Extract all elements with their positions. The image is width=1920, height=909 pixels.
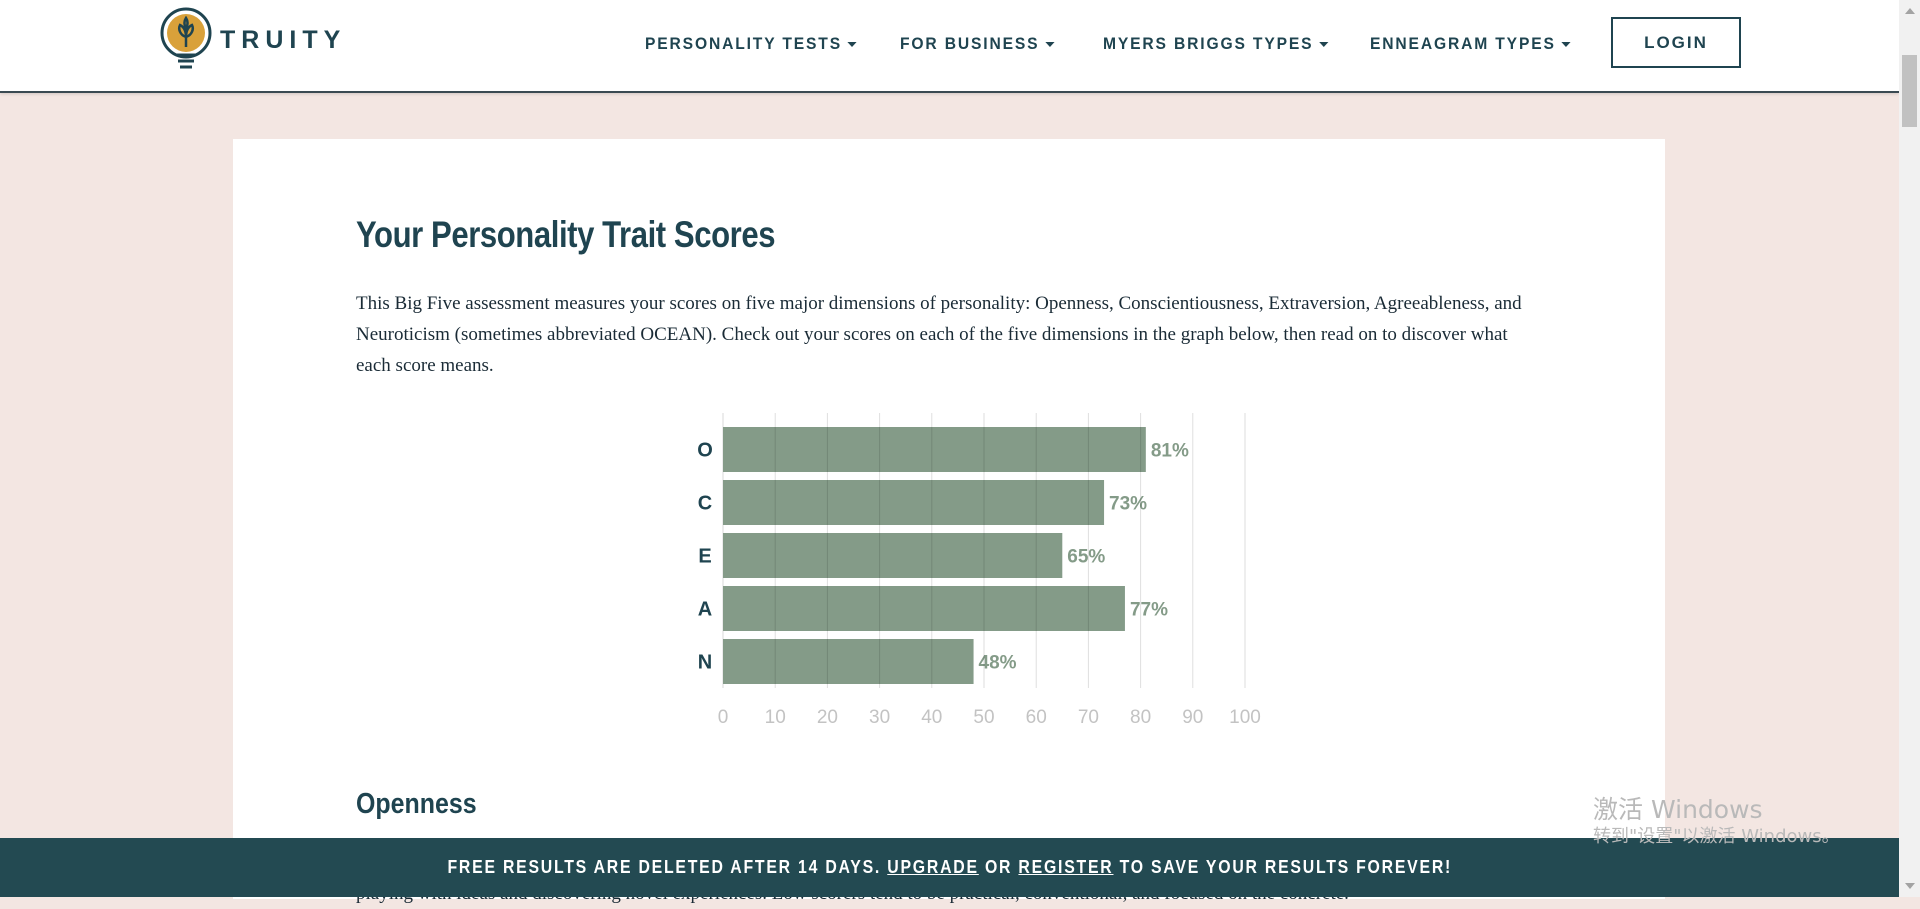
nav-label: ENNEAGRAM TYPES (1370, 34, 1556, 53)
nav-label: MYERS BRIGGS TYPES (1103, 34, 1314, 53)
chart-bar (723, 639, 974, 684)
caret-down-icon (1561, 42, 1571, 48)
chart-bar (723, 427, 1146, 472)
scrollbar[interactable] (1899, 0, 1920, 897)
logo-text: TRUITY (220, 25, 347, 54)
results-banner: FREE RESULTS ARE DELETED AFTER 14 DAYS. … (0, 838, 1899, 897)
banner-text-after: TO SAVE YOUR RESULTS FOREVER! (1119, 857, 1452, 877)
chart-x-tick-label: 70 (1078, 707, 1099, 728)
chart-bar (723, 586, 1125, 631)
truity-logo[interactable]: TRUITY (160, 7, 346, 73)
banner-text-before: FREE RESULTS ARE DELETED AFTER 14 DAYS. (447, 857, 881, 877)
scroll-up-arrow-icon[interactable] (1905, 8, 1915, 14)
banner-text: FREE RESULTS ARE DELETED AFTER 14 DAYS. … (447, 857, 1452, 878)
scroll-down-arrow-icon[interactable] (1905, 883, 1915, 889)
chart-x-tick-label: 90 (1182, 707, 1203, 728)
caret-down-icon (1318, 42, 1329, 48)
watermark-line1: 激活 Windows (1593, 795, 1763, 824)
chart-x-tick-label: 0 (718, 707, 729, 728)
nav-label: PERSONALITY TESTS (645, 34, 842, 53)
chart-x-tick-label: 20 (817, 707, 838, 728)
banner-or: OR (984, 857, 1012, 877)
chart-x-tick-label: 40 (921, 707, 942, 728)
chart-x-tick-label: 100 (1229, 707, 1261, 728)
chart-data-label: 73% (1109, 494, 1147, 515)
site-header: TRUITY PERSONALITY TESTS FOR BUSINESS MY… (0, 0, 1899, 93)
caret-down-icon (1044, 42, 1055, 48)
chart-category-label: N (698, 652, 712, 674)
lightbulb-logo-icon (160, 7, 212, 69)
page-title: Your Personality Trait Scores (356, 214, 776, 255)
watermark-line2: 转到"设置"以激活 Windows。 (1593, 826, 1840, 847)
chart-bar (723, 480, 1105, 525)
chart-category-label: E (698, 546, 711, 568)
scroll-thumb[interactable] (1902, 55, 1917, 127)
nav-enneagram-types[interactable]: ENNEAGRAM TYPES (1370, 34, 1571, 54)
caret-down-icon (847, 42, 857, 48)
chart-x-tick-label: 50 (973, 707, 994, 728)
chart-x-tick-label: 80 (1130, 707, 1151, 728)
nav-myers-briggs-types[interactable]: MYERS BRIGGS TYPES (1103, 34, 1329, 54)
chart-data-label: 81% (1151, 441, 1189, 462)
windows-activation-watermark: 激活 Windows 转到"设置"以激活 Windows。 (1593, 795, 1840, 849)
chart-data-label: 48% (979, 653, 1017, 674)
section-heading: Openness (356, 788, 477, 820)
intro-paragraph: This Big Five assessment measures your s… (356, 293, 1522, 376)
chart-category-label: A (698, 599, 712, 621)
chart-category-label: O (697, 440, 713, 462)
chart-category-label: C (698, 493, 712, 515)
trait-scores-chart: O 81% C 73% E 65% A 77% N 48% 0 10 20 30 40 50 60 70 80 90 1… (697, 413, 1261, 728)
upgrade-link[interactable]: UPGRADE (886, 857, 979, 877)
chart-data-label: 77% (1130, 600, 1168, 621)
chart-x-tick-label: 30 (869, 707, 890, 728)
chart-data-label: 65% (1067, 547, 1105, 568)
register-link[interactable]: REGISTER (1018, 857, 1114, 877)
chart-x-tick-label: 10 (765, 707, 786, 728)
nav-personality-tests[interactable]: PERSONALITY TESTS (645, 34, 857, 54)
nav-label: FOR BUSINESS (900, 34, 1040, 53)
nav-for-business[interactable]: FOR BUSINESS (900, 34, 1055, 54)
chart-x-tick-label: 60 (1026, 707, 1047, 728)
chart-bar (723, 533, 1063, 578)
login-button[interactable]: LOGIN (1611, 17, 1741, 68)
